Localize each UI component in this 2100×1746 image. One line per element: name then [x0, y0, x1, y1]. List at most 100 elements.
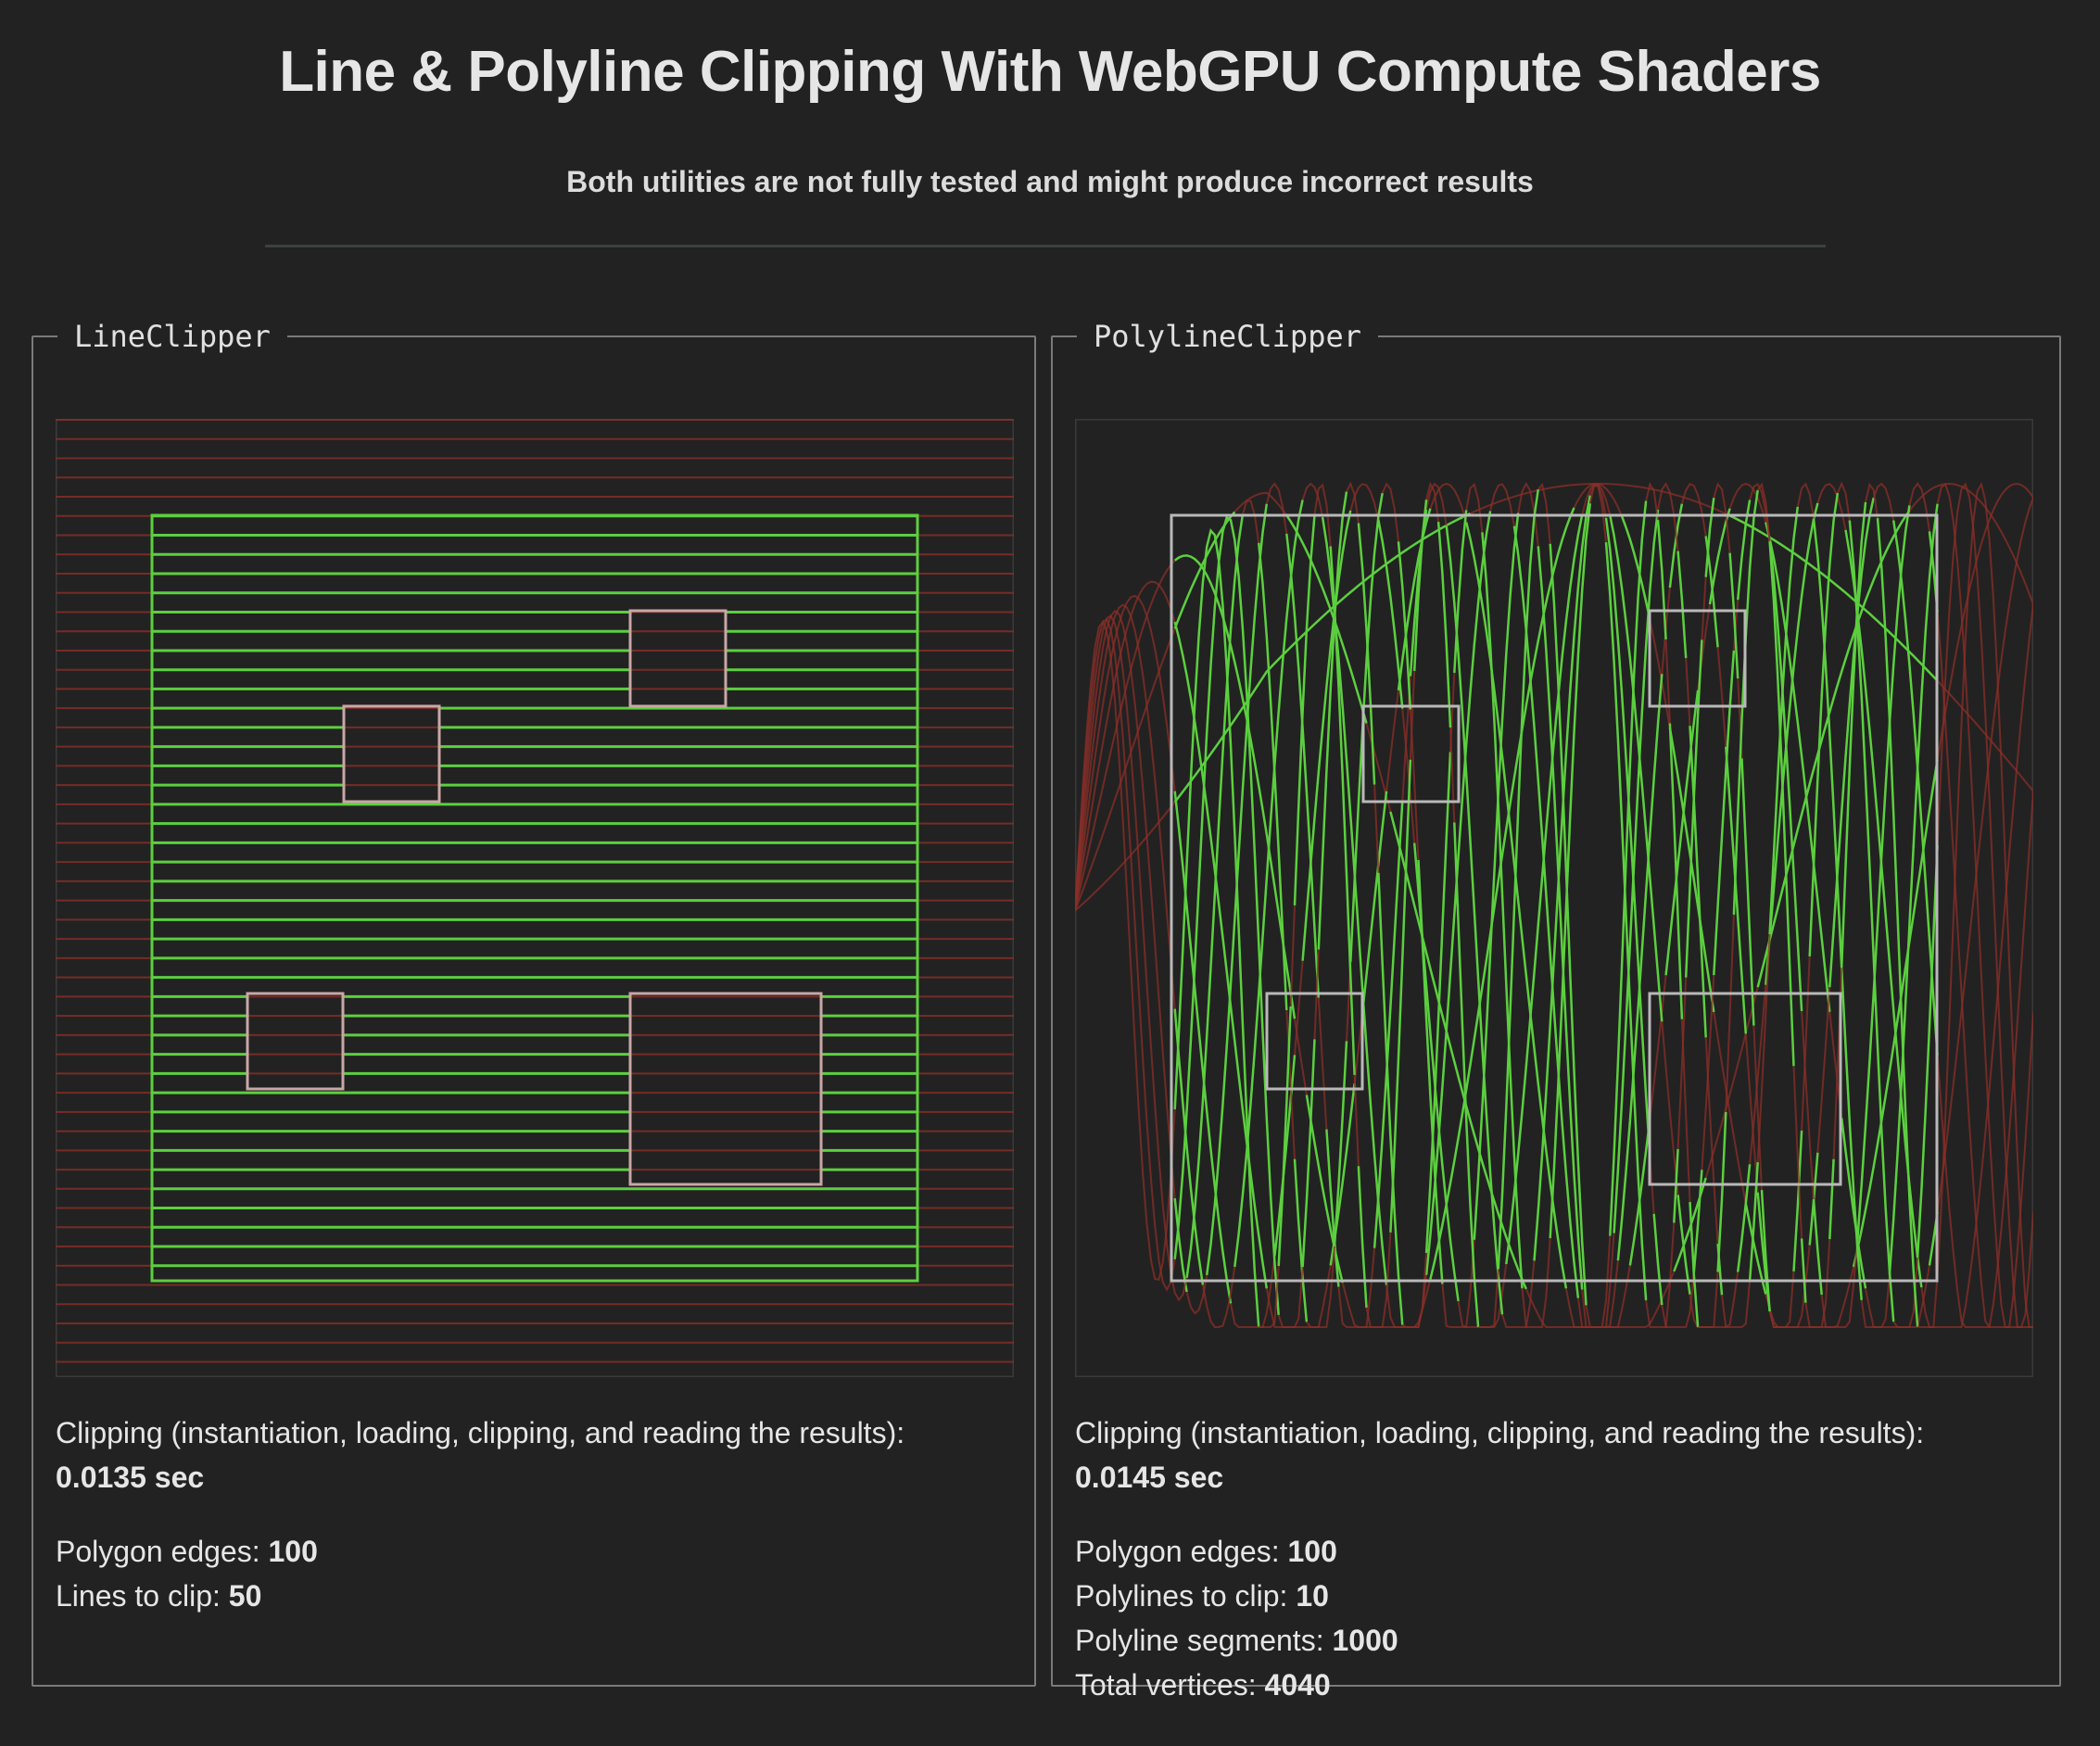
- polyline-outside-part: [1185, 1274, 1208, 1315]
- polyline-outside-part: [1645, 1222, 1676, 1328]
- polyline-outside-part: [1936, 791, 2033, 1328]
- stat-label: Polyline segments:: [1075, 1624, 1324, 1657]
- polyline-outside-part: [1860, 1274, 1891, 1328]
- polyline-inside-part: [1185, 514, 1245, 1278]
- polyline-inside-part: [1497, 488, 1540, 1270]
- polyline-outside-part: [1713, 482, 1731, 553]
- polyline-inside-part: [1417, 859, 1444, 1284]
- polyline-outside-part: [1201, 1266, 1236, 1328]
- polyline-outside-part: [1289, 905, 1296, 1007]
- polyline-inside-part: [1689, 726, 1707, 1038]
- stat-row-polygon-edges: Polygon edges: 100: [1075, 1529, 2041, 1574]
- polyline-inside-part: [1301, 1039, 1316, 1268]
- polyline-inside-part: [1397, 541, 1412, 710]
- polyline-outside-part: [1936, 497, 2033, 1213]
- polyline-outside-part: [1317, 997, 1328, 1130]
- polyline-outside-part: [1872, 482, 1895, 521]
- polyline-clipper-stats: Clipping (instantiation, loading, clippi…: [1075, 1411, 2041, 1707]
- polyline-outside-part: [1429, 482, 1468, 523]
- clip-polygon-outer: [1170, 513, 1939, 1283]
- polyline-outside-part: [1285, 1009, 1296, 1159]
- polyline-inside-part: [1652, 1213, 1664, 1306]
- polyline-inside-part: [1740, 758, 1755, 1026]
- stat-row-polylines-to-clip: Polylines to clip: 10: [1075, 1574, 2041, 1618]
- polyline-inside-part: [1436, 522, 1452, 728]
- polyline-outside-part: [1917, 481, 2033, 1328]
- polyline-inside-part: [1305, 1094, 1344, 1284]
- polyline-outside-part: [1306, 1246, 1335, 1328]
- polyline-outside-part: [1765, 1266, 1855, 1328]
- polyline-inside-part: [1424, 752, 1452, 1253]
- polyline-outside-part: [1701, 576, 1707, 640]
- polyline-outside-part: [1816, 987, 1831, 1153]
- polyline-inside-part: [1293, 1158, 1309, 1322]
- polyline-inside-part: [1765, 502, 1819, 985]
- canvas-border: [56, 419, 1014, 1377]
- clip-polygon-hole: [246, 992, 345, 1091]
- polyline-outside-part: [1465, 483, 1484, 533]
- polyline-outside-part: [1075, 603, 1176, 1009]
- clip-polygon-hole: [1361, 704, 1461, 803]
- polyline-outside-part: [1233, 491, 1288, 516]
- polyline-outside-part: [1401, 1252, 1428, 1328]
- polyline-outside-part: [1892, 1257, 1919, 1328]
- clip-polygon-outer: [150, 513, 919, 1283]
- polyline-outside-part: [1676, 977, 1688, 1149]
- polyline-clipper-legend: PolylineClipper: [1094, 319, 1361, 354]
- polyline-outside-part: [1752, 1025, 1763, 1191]
- stat-label: Polygon edges:: [1075, 1535, 1280, 1568]
- polyline: [1075, 481, 2033, 1328]
- polyline-outside-part: [1365, 1232, 1392, 1328]
- polyline-outside-part: [1381, 482, 1399, 542]
- polyline-inside-part: [1676, 550, 1688, 659]
- polyline-inside-part: [1668, 723, 1684, 1019]
- stat-value: 4040: [1264, 1668, 1331, 1702]
- polyline-inside-part: [1317, 491, 1348, 950]
- polyline-outside-part: [1908, 482, 2033, 605]
- polyline-inside-part: [1760, 1190, 1771, 1312]
- polyline-outside-part: [1756, 482, 1771, 542]
- polyline-outside-part: [1816, 483, 1847, 531]
- polyline-inside-part: [1812, 518, 1863, 1300]
- polyline-outside-part: [1664, 639, 1671, 724]
- polyline-outside-part: [1820, 1238, 1859, 1328]
- polyline-outside-part: [1920, 603, 2033, 1328]
- polyline-outside-part: [1756, 933, 1771, 1163]
- polyline-inside-part: [1453, 822, 1480, 1328]
- line-clipper-panel: LineClipper Clipping (instantiation, loa…: [32, 319, 1036, 1687]
- polyline-inside-part: [1373, 801, 1404, 1248]
- polyline-outside-part: [1301, 482, 1324, 518]
- polyline-outside-part: [1265, 482, 1288, 535]
- polyline-outside-part: [1698, 1272, 1719, 1328]
- polyline-inside-part: [1349, 492, 1384, 963]
- polyline-inside-part: [1689, 1201, 1700, 1328]
- polyline-inside-part: [1293, 514, 1316, 905]
- polyline-outside-part: [1661, 1021, 1679, 1196]
- polyline-outside-part: [1680, 483, 1707, 537]
- polyline-inside-part: [1445, 525, 1504, 1315]
- polyline-outside-part: [1425, 481, 1440, 523]
- polyline-outside-part: [1337, 1247, 1376, 1328]
- clip-polygon-hole: [628, 992, 823, 1186]
- stat-value: 1000: [1332, 1624, 1398, 1657]
- polyline-outside-part: [1836, 481, 1851, 521]
- polyline-inside-part: [1768, 506, 1800, 935]
- polyline-outside-part: [1680, 1018, 1691, 1203]
- polyline-inside-part: [1748, 1162, 1759, 1281]
- clip-polygon-hole: [342, 704, 441, 803]
- polyline-outside-part: [1313, 483, 1332, 547]
- clip-polygon-hole: [1648, 992, 1842, 1186]
- timing-label: Clipping (instantiation, loading, clippi…: [1075, 1416, 1925, 1449]
- polyline-outside-part: [1713, 1011, 1747, 1204]
- page-subtitle: Both utilities are not fully tested and …: [566, 165, 1534, 198]
- polyline-outside-part: [1294, 960, 1304, 1056]
- polyline-inside-part: [1808, 492, 1840, 957]
- polyline-inside-part: [1704, 497, 1715, 577]
- polyline-clipper-canvas: [1075, 419, 2033, 1377]
- polyline-inside-part: [1512, 525, 1580, 1298]
- polyline-inside-part: [1609, 514, 1664, 1022]
- clip-polygon-hole: [1648, 609, 1747, 708]
- polyline-outside-part: [1409, 670, 1416, 760]
- stat-value: 50: [228, 1579, 262, 1613]
- timing-label: Clipping (instantiation, loading, clippi…: [56, 1416, 905, 1449]
